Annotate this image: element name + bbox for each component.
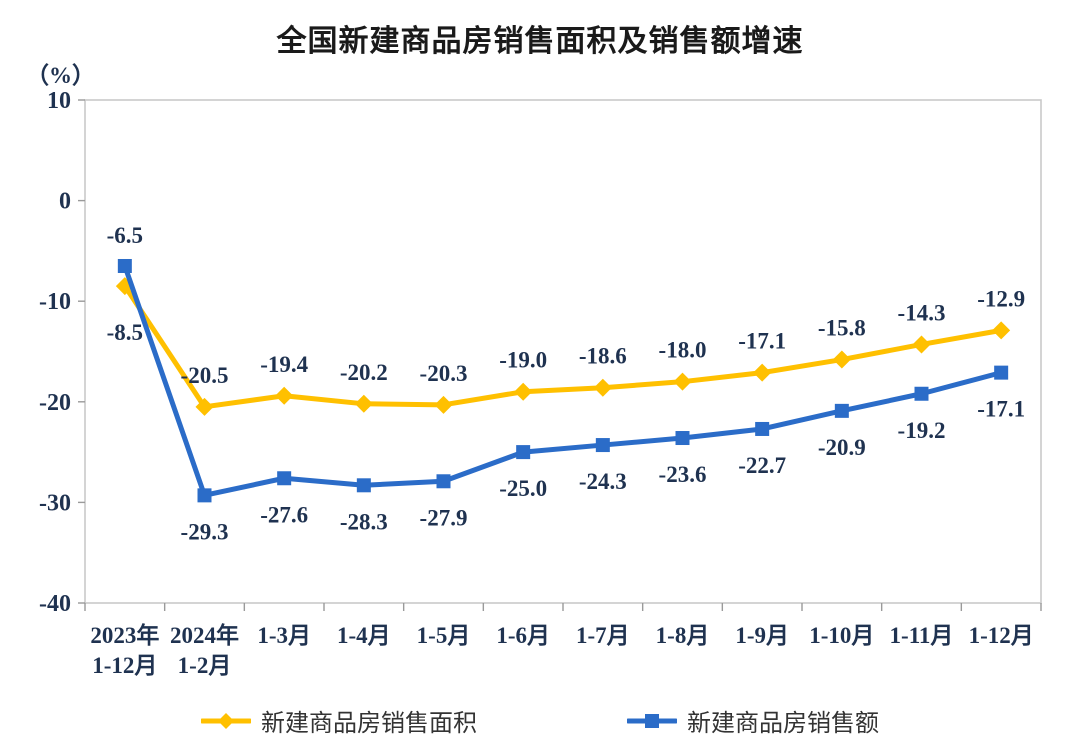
- x-tick-label: 1-7月: [576, 623, 630, 648]
- y-tick-label: 0: [59, 189, 71, 215]
- data-point-marker: [356, 478, 371, 493]
- series-line-1: [122, 263, 1004, 498]
- data-point-label: -12.9: [977, 286, 1025, 311]
- legend-label: 新建商品房销售面积: [261, 711, 477, 737]
- data-point-label: -15.8: [818, 316, 866, 341]
- legend-marker-square-icon: [627, 713, 677, 728]
- series-line-0: [122, 283, 1004, 410]
- data-point-label: -28.3: [340, 509, 388, 534]
- data-point-marker: [914, 386, 929, 401]
- data-point-label: -25.0: [499, 476, 547, 501]
- data-point-label: -14.3: [898, 300, 946, 325]
- y-axis-unit-label: （%）: [26, 63, 95, 88]
- data-point-marker: [514, 382, 533, 401]
- data-point-label: -18.6: [579, 344, 627, 369]
- x-tick-label: 1-4月: [337, 623, 391, 648]
- data-point-marker: [994, 365, 1009, 380]
- data-point-label: -20.9: [818, 435, 866, 460]
- data-point-marker: [277, 471, 292, 486]
- x-tick-label: 1-6月: [496, 623, 550, 648]
- data-point-label: -24.3: [579, 469, 627, 494]
- data-point-marker: [673, 372, 692, 391]
- data-point-marker: [755, 421, 770, 436]
- x-tick-label: 1-12月: [92, 653, 157, 678]
- x-tick-label: 1-9月: [735, 623, 789, 648]
- data-point-marker: [195, 397, 214, 416]
- data-point-marker: [117, 258, 132, 273]
- legend-item-1: 新建商品房销售额: [627, 703, 879, 738]
- legend-marker-diamond-icon: [201, 712, 251, 729]
- chart-legend: 新建商品房销售面积 新建商品房销售额: [0, 703, 1080, 738]
- data-point-marker: [912, 335, 931, 354]
- legend-label: 新建商品房销售额: [687, 711, 879, 737]
- data-point-label: -18.0: [659, 338, 707, 363]
- x-tick-label: 2023年: [90, 622, 159, 648]
- data-point-marker: [992, 321, 1011, 340]
- data-point-label: -6.5: [107, 223, 143, 248]
- data-point-label: -22.7: [738, 453, 786, 478]
- y-tick-label: -10: [39, 289, 71, 315]
- y-tick-label: -30: [39, 490, 71, 516]
- data-point-marker: [434, 395, 453, 414]
- chart-title: 全国新建商品房销售面积及销售额增速: [276, 25, 804, 58]
- data-point-marker: [593, 378, 612, 397]
- data-point-marker: [275, 386, 294, 405]
- legend-item-0: 新建商品房销售面积: [201, 703, 477, 738]
- data-point-label: -17.1: [738, 329, 786, 354]
- y-tick-label: -20: [39, 390, 71, 416]
- data-point-marker: [675, 431, 690, 446]
- data-point-label: -19.2: [898, 418, 946, 443]
- data-point-label: -23.6: [659, 462, 707, 487]
- data-point-label: -27.6: [260, 502, 308, 527]
- x-tick-label: 1-10月: [809, 623, 874, 648]
- data-point-label: -20.5: [181, 363, 229, 388]
- data-point-marker: [595, 438, 610, 453]
- data-point-label: -29.3: [181, 519, 229, 544]
- y-tick-label: -40: [39, 591, 71, 617]
- data-point-label: -20.3: [420, 361, 468, 386]
- data-point-label: -20.2: [340, 360, 388, 385]
- data-point-label: -19.0: [499, 348, 547, 373]
- data-point-label: -27.9: [420, 505, 468, 530]
- data-point-label: -8.5: [107, 320, 143, 345]
- x-tick-label: 1-5月: [417, 623, 471, 648]
- x-tick-label: 1-2月: [178, 653, 232, 678]
- y-tick-label: 10: [47, 88, 71, 114]
- x-tick-label: 1-3月: [257, 623, 311, 648]
- data-point-marker: [197, 488, 212, 503]
- x-tick-label: 1-12月: [969, 623, 1034, 648]
- x-tick-label: 1-8月: [656, 623, 710, 648]
- x-tick-label: 2024年: [170, 622, 239, 648]
- data-point-marker: [354, 394, 373, 413]
- data-point-label: -19.4: [260, 352, 308, 377]
- data-point-marker: [753, 363, 772, 382]
- data-point-label: -17.1: [977, 397, 1025, 422]
- data-point-marker: [516, 445, 531, 460]
- x-tick-label: 1-11月: [890, 623, 954, 648]
- data-point-marker: [832, 350, 851, 369]
- data-point-marker: [834, 403, 849, 418]
- data-point-marker: [436, 474, 451, 489]
